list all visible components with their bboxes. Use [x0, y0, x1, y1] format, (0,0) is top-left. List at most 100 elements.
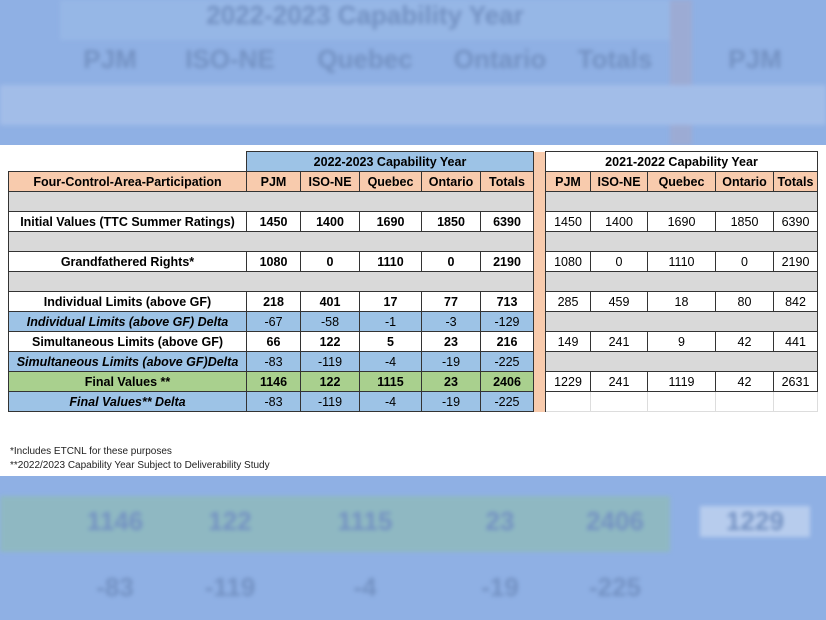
value-cell-2022: 0 — [300, 251, 360, 272]
table-row: Individual Limits (above GF) Delta -67 -58… — [8, 311, 818, 332]
capability-table: 2022-2023 Capability Year 2021-2022 Capab… — [8, 151, 818, 412]
column-separator — [533, 151, 546, 412]
value-cell-2021: 18 — [647, 291, 716, 312]
value-cell-2021: 285 — [545, 291, 591, 312]
value-cell-2021: 0 — [590, 251, 648, 272]
row-label: Simultaneous Limits (above GF)Delta — [8, 351, 247, 372]
column-header: PJM — [545, 171, 591, 192]
value-cell-2022: 1690 — [359, 211, 422, 232]
column-header: Ontario — [715, 171, 774, 192]
table-row — [8, 271, 818, 292]
value-cell-2022: -3 — [421, 311, 481, 332]
value-cell-2021: 6390 — [773, 211, 818, 232]
value-cell-2022: -83 — [246, 391, 301, 412]
bg-cell: 1115 — [337, 506, 393, 536]
column-header: Quebec — [359, 171, 422, 192]
bg-cell: 2406 — [586, 506, 644, 536]
value-cell-2022: 17 — [359, 291, 422, 312]
value-cell-2022: -19 — [421, 351, 481, 372]
row-label: Final Values** Delta — [8, 391, 247, 412]
bg-col: PJM — [728, 44, 782, 74]
row-header-title: Four-Control-Area-Participation — [8, 171, 247, 192]
value-cell-2021: 1450 — [545, 211, 591, 232]
value-cell-2022: 1146 — [246, 371, 301, 392]
year-header-2022: 2022-2023 Capability Year — [246, 151, 534, 172]
value-cell-2022: 66 — [246, 331, 301, 352]
row-label: Individual Limits (above GF) Delta — [8, 311, 247, 332]
blank-row-cell — [545, 311, 818, 332]
value-cell-2022: -225 — [480, 351, 534, 372]
footnote-1: *Includes ETCNL for these purposes — [10, 446, 172, 457]
bg-col: PJM — [83, 44, 137, 74]
column-header: PJM — [246, 171, 301, 192]
value-cell-2022: -225 — [480, 391, 534, 412]
bg-col: Ontario — [453, 44, 547, 74]
bg-cell: -225 — [588, 572, 642, 602]
value-cell-2022: 23 — [421, 371, 481, 392]
column-header: Totals — [480, 171, 534, 192]
value-cell-2021: 80 — [715, 291, 774, 312]
year-header-2021: 2021-2022 Capability Year — [545, 151, 818, 172]
table-row — [8, 231, 818, 252]
value-cell-2022: 122 — [300, 371, 360, 392]
empty-cell — [545, 391, 591, 412]
value-cell-2022: 713 — [480, 291, 534, 312]
value-cell-2022: -19 — [421, 391, 481, 412]
value-cell-2022: 1850 — [421, 211, 481, 232]
column-header: ISO-NE — [300, 171, 360, 192]
value-cell-2021: 1119 — [647, 371, 716, 392]
blank-corner — [8, 151, 247, 172]
blank-row-cell — [8, 231, 534, 252]
value-cell-2021: 1080 — [545, 251, 591, 272]
value-cell-2022: -1 — [359, 311, 422, 332]
bg-cell: 122 — [208, 506, 252, 536]
blank-row-cell — [545, 271, 818, 292]
table-row: Final Values ** 1146 122 1115 23 2406 1229 241 1… — [8, 371, 818, 392]
value-cell-2022: 23 — [421, 331, 481, 352]
blurred-background-top: 2022-2023 Capability Year PJM ISO-NE Que… — [0, 0, 826, 145]
value-cell-2021: 1690 — [647, 211, 716, 232]
value-cell-2021: 1110 — [647, 251, 716, 272]
year-title-row: 2022-2023 Capability Year 2021-2022 Capab… — [8, 151, 818, 412]
bg-col: ISO-NE — [185, 44, 275, 74]
table-row: Final Values** Delta -83 -119 -4 -19 -225 — [8, 391, 818, 412]
bg-cell: -4 — [353, 572, 377, 602]
bg-cell: -119 — [204, 572, 256, 602]
column-header: Quebec — [647, 171, 716, 192]
row-label: Individual Limits (above GF) — [8, 291, 247, 312]
value-cell-2022: 5 — [359, 331, 422, 352]
bg-col: Quebec — [317, 44, 413, 74]
bg-cell: -19 — [481, 572, 519, 602]
value-cell-2022: 6390 — [480, 211, 534, 232]
row-label: Initial Values (TTC Summer Ratings) — [8, 211, 247, 232]
footnote-2: **2022/2023 Capability Year Subject to D… — [10, 460, 270, 471]
table-row: Initial Values (TTC Summer Ratings) 1450 1… — [8, 211, 818, 232]
row-label: Simultaneous Limits (above GF) — [8, 331, 247, 352]
bg-cell: 23 — [485, 506, 515, 536]
value-cell-2022: 1110 — [359, 251, 422, 272]
value-cell-2022: -119 — [300, 391, 360, 412]
value-cell-2021: 149 — [545, 331, 591, 352]
value-cell-2022: 2406 — [480, 371, 534, 392]
row-label: Final Values ** — [8, 371, 247, 392]
value-cell-2022: 1400 — [300, 211, 360, 232]
table-row: Individual Limits (above GF) 218 401 17 77 71… — [8, 291, 818, 312]
value-cell-2021: 1850 — [715, 211, 774, 232]
empty-cell — [715, 391, 774, 412]
value-cell-2021: 42 — [715, 331, 774, 352]
value-cell-2022: -4 — [359, 391, 422, 412]
blank-row-cell — [545, 231, 818, 252]
value-cell-2022: 77 — [421, 291, 481, 312]
bg-year-title: 2022-2023 Capability Year — [60, 0, 670, 40]
blank-row-cell — [8, 191, 534, 212]
value-cell-2022: -119 — [300, 351, 360, 372]
column-header: ISO-NE — [590, 171, 648, 192]
value-cell-2021: 2631 — [773, 371, 818, 392]
value-cell-2021: 1229 — [545, 371, 591, 392]
value-cell-2022: -83 — [246, 351, 301, 372]
value-cell-2022: 1080 — [246, 251, 301, 272]
row-label: Grandfathered Rights* — [8, 251, 247, 272]
value-cell-2021: 241 — [590, 371, 648, 392]
value-cell-2021: 9 — [647, 331, 716, 352]
value-cell-2021: 1400 — [590, 211, 648, 232]
